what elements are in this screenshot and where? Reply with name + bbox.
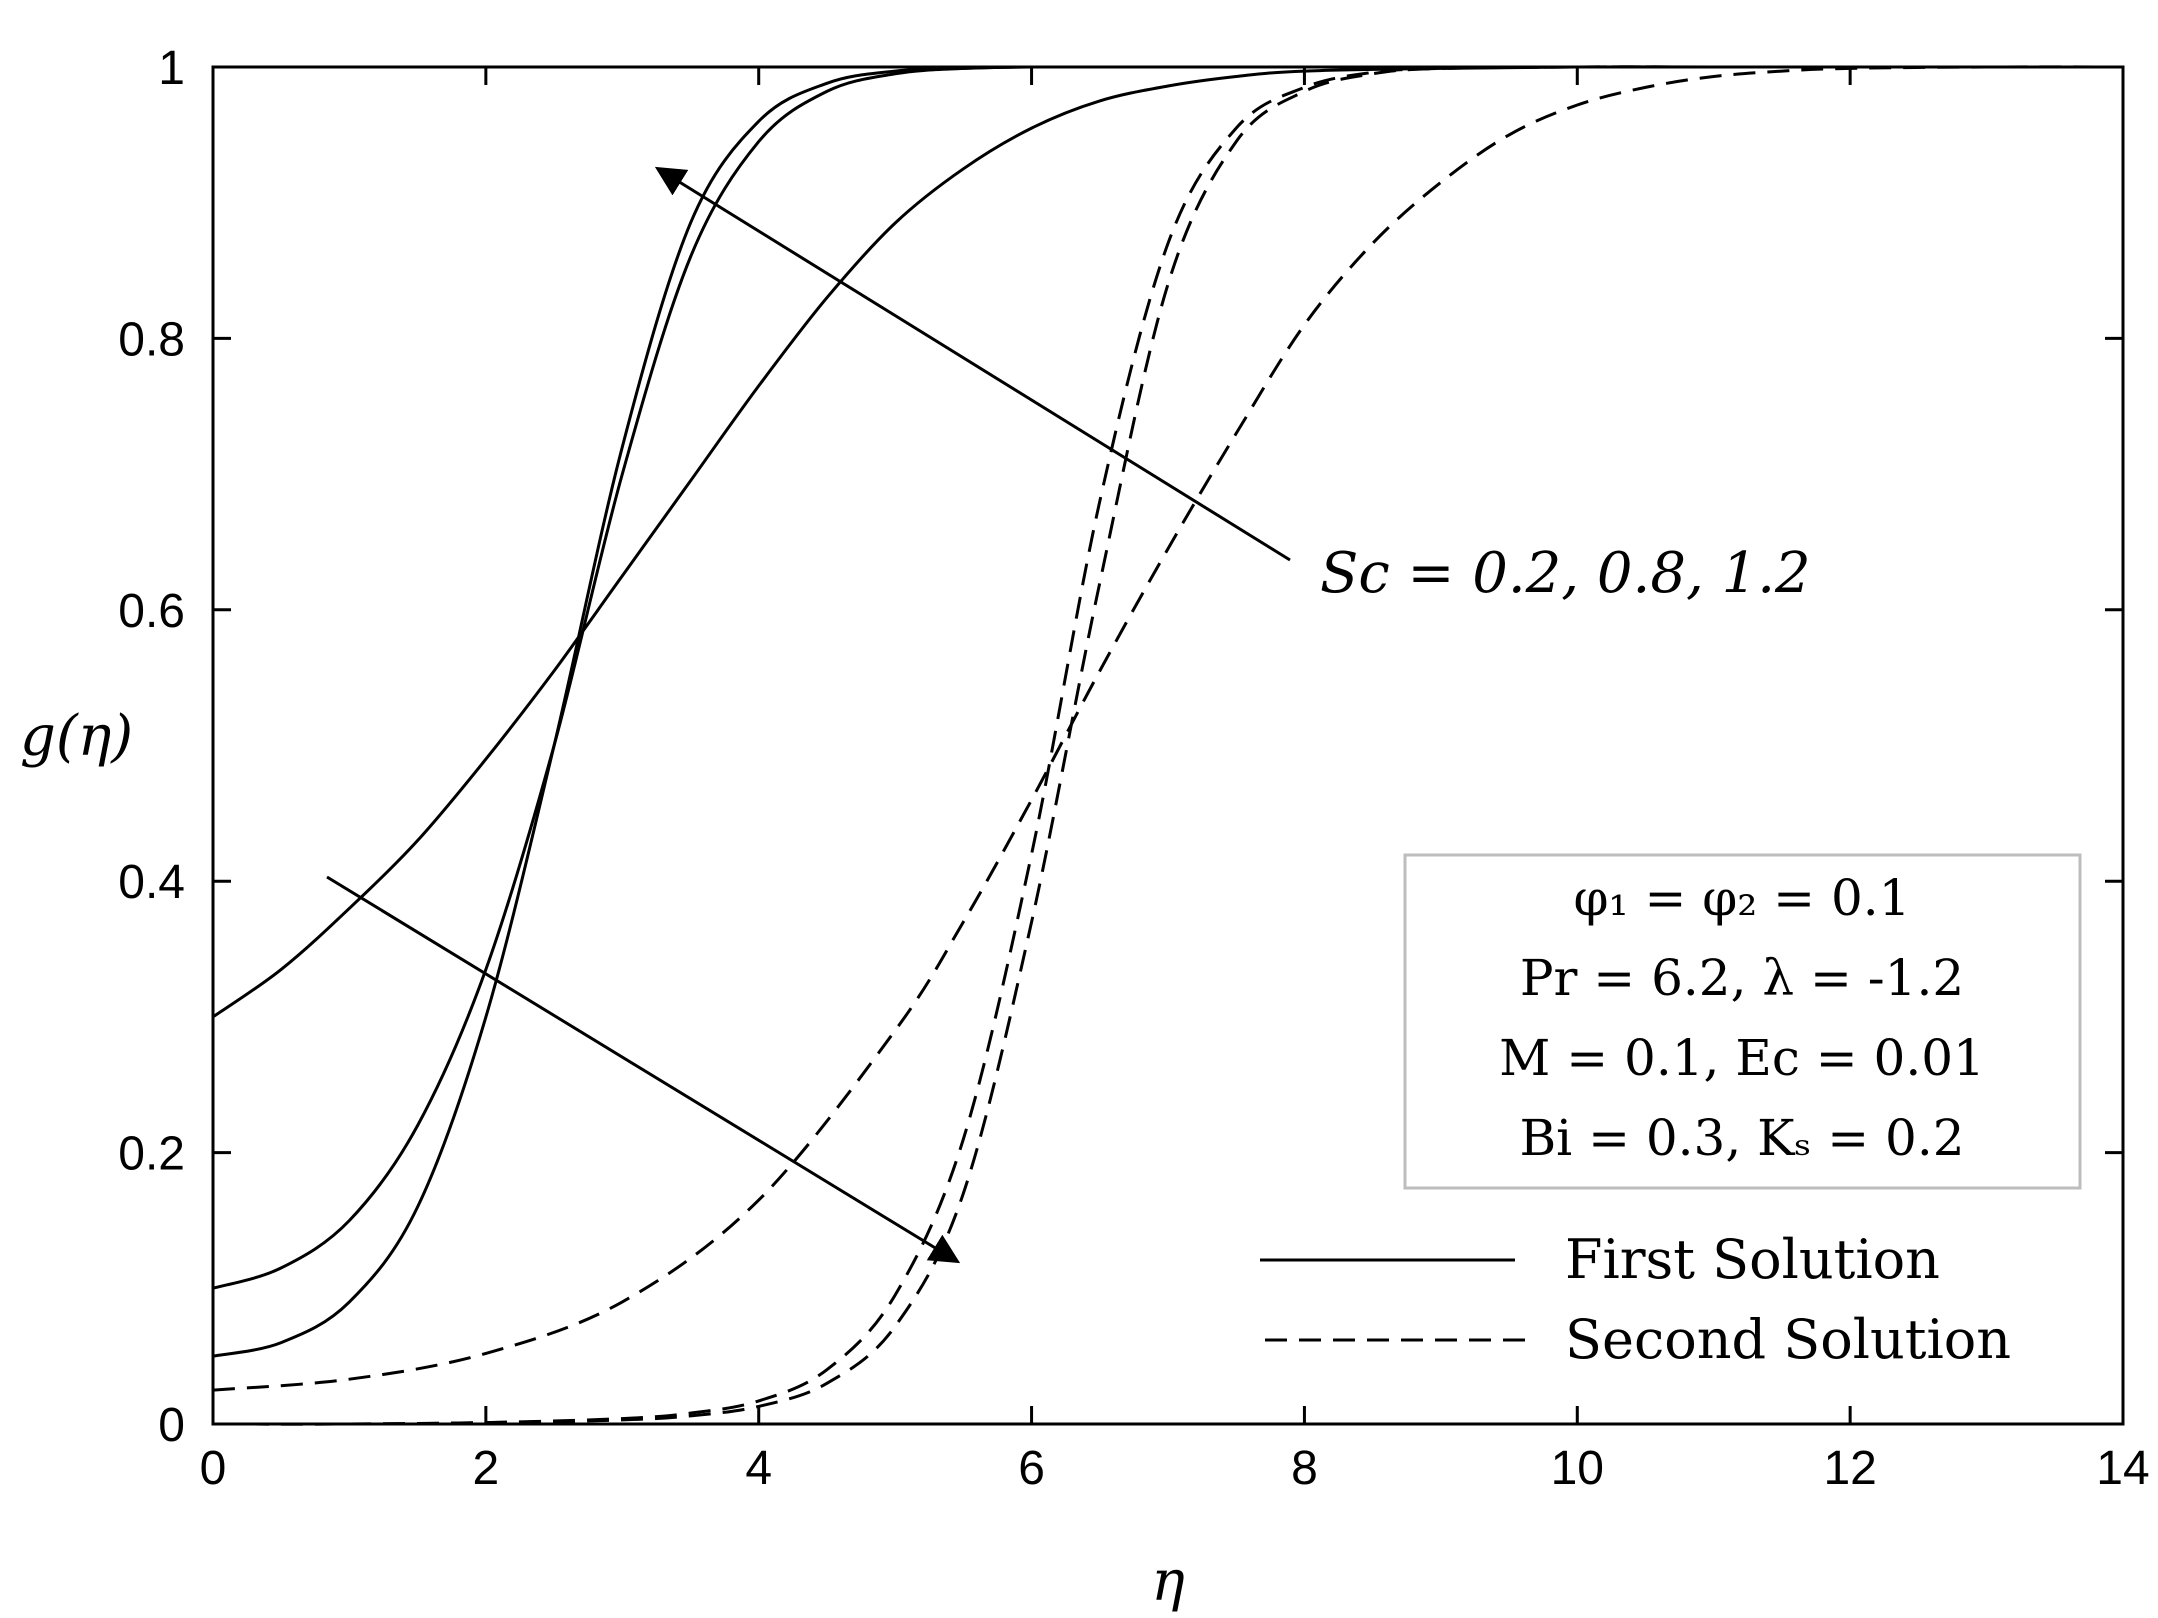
plot-frame — [211, 65, 2125, 1426]
x-tick-label-0: 0 — [200, 1442, 227, 1495]
y-tick-label-4: 0.8 — [118, 313, 185, 366]
arrow-lower — [326, 875, 961, 1264]
x-tick-label-3: 6 — [1018, 1442, 1045, 1495]
y-tick-label-0: 0 — [158, 1399, 185, 1452]
info-line-2: Pr = 6.2, λ = -1.2 — [1520, 949, 1964, 1007]
info-line-4: Bi = 0.3, Kₛ = 0.2 — [1519, 1109, 1964, 1167]
legend: First Solution Second Solution — [1260, 1228, 2011, 1371]
legend-label-second: Second Solution — [1565, 1308, 2011, 1371]
series-line-5-dashed — [212, 65, 2123, 1426]
x-tick-label-4: 8 — [1291, 1442, 1318, 1495]
x-axis-label: η — [1151, 1549, 1185, 1614]
x-tick-label-5: 10 — [1551, 1442, 1604, 1495]
y-tick-label-1: 0.2 — [118, 1128, 185, 1181]
curves-layer — [212, 65, 2124, 1426]
arrow-upper — [654, 166, 1291, 562]
x-tick-label-7: 14 — [2096, 1442, 2149, 1495]
legend-label-first: First Solution — [1565, 1228, 1940, 1291]
y-tick-label-3: 0.6 — [118, 585, 185, 638]
tick-labels-layer: 0 2 4 6 8 10 12 14 0 0.2 0.4 0.6 0.8 1 — [118, 42, 2149, 1495]
info-box: φ₁ = φ₂ = 0.1 Pr = 6.2, λ = -1.2 M = 0.1… — [1403, 853, 2082, 1190]
y-axis-label: g(η) — [20, 704, 133, 769]
x-tick-label-6: 12 — [1823, 1442, 1876, 1495]
info-line-3: M = 0.1, Ec = 0.01 — [1499, 1029, 1985, 1087]
info-line-1: φ₁ = φ₂ = 0.1 — [1574, 869, 1911, 927]
x-tick-label-1: 2 — [473, 1442, 500, 1495]
y-tick-label-2: 0.4 — [118, 856, 185, 909]
sc-annotation: Sc = 0.2, 0.8, 1.2 — [1320, 541, 1811, 606]
ticks-layer — [211, 65, 2125, 1426]
x-tick-label-2: 4 — [745, 1442, 772, 1495]
series-line-6-dashed — [212, 65, 2123, 1426]
series-line-4-dashed — [212, 65, 2124, 1392]
y-tick-label-5: 1 — [158, 42, 185, 95]
